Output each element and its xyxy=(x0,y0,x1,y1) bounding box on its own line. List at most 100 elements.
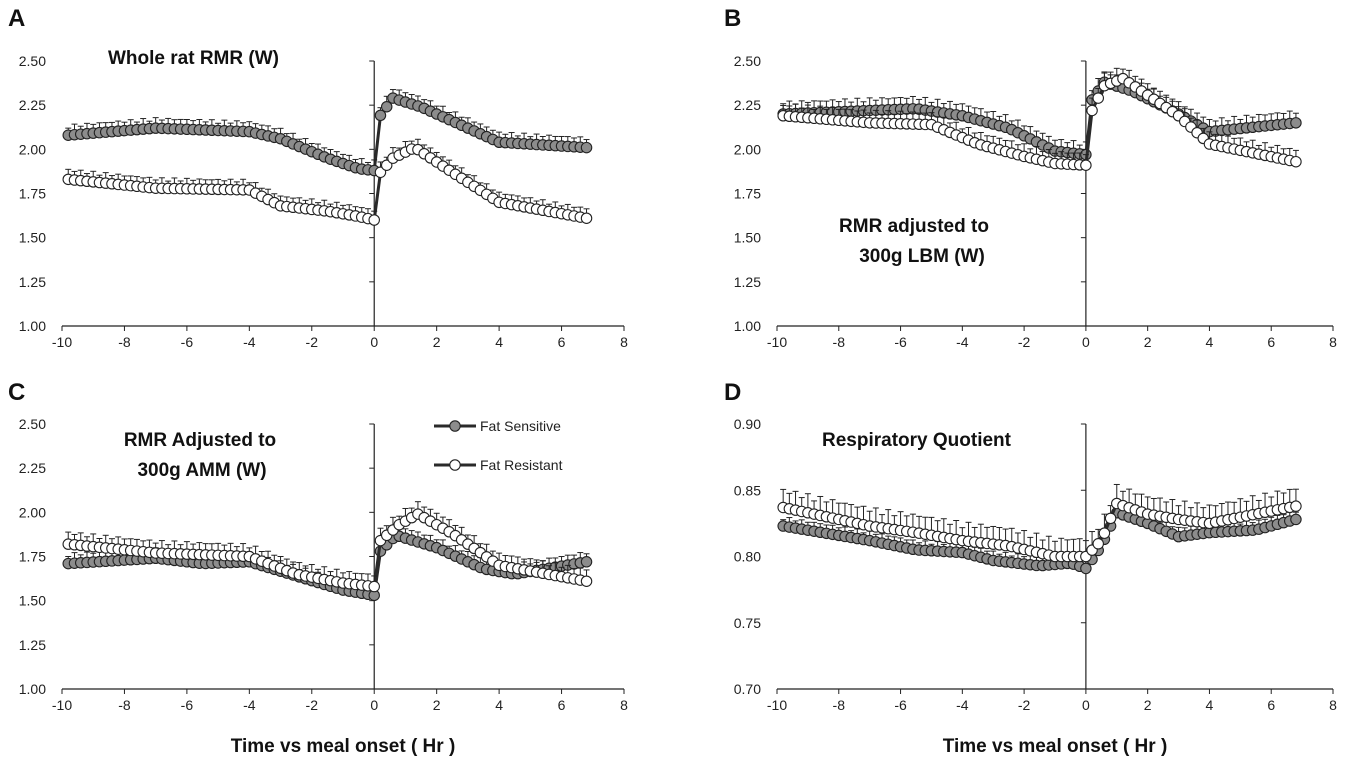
x-tick-label: 8 xyxy=(1329,697,1337,713)
y-tick-label: 1.00 xyxy=(734,318,761,334)
x-tick-label: 0 xyxy=(370,334,378,350)
x-tick-label: -4 xyxy=(243,697,256,713)
x-tick-label: 0 xyxy=(1082,334,1090,350)
y-tick-label: 1.25 xyxy=(19,274,46,290)
panel-letter: A xyxy=(8,5,25,32)
x-tick-label: -2 xyxy=(306,697,319,713)
y-tick-label: 2.25 xyxy=(19,460,46,476)
y-tick-label: 2.00 xyxy=(19,141,46,157)
x-tick-label: -6 xyxy=(894,334,907,350)
data-point xyxy=(1098,527,1111,539)
panel-letter: D xyxy=(724,379,741,406)
y-tick-label: 1.75 xyxy=(19,186,46,202)
chart-title: Whole rat RMR (W) xyxy=(108,48,279,69)
x-tick-label: 2 xyxy=(433,697,441,713)
chart-panel-c: C 1.00 1.25 1.50 1.75 2.00 2.25 2.50 -10 -8 -6 -4 -2… xyxy=(8,379,628,713)
data-point xyxy=(1290,500,1302,512)
chart-panel-a: A 1.00 1.25 1.50 1.75 2.00 2.25 2.50 -10 -8 -6 -4 -2… xyxy=(8,5,628,350)
y-tick-label: 0.80 xyxy=(734,549,761,565)
data-point xyxy=(1080,159,1092,171)
x-tick-label: -4 xyxy=(956,697,969,713)
data-point xyxy=(1290,513,1302,526)
data-point xyxy=(1104,512,1117,525)
series-fat-resistant xyxy=(777,483,1302,563)
y-tick-label: 1.50 xyxy=(19,593,46,609)
x-tick-label: 4 xyxy=(495,697,503,713)
y-tick-label: 1.00 xyxy=(19,318,46,334)
data-point xyxy=(580,141,593,154)
y-tick-label: 1.25 xyxy=(19,637,46,653)
x-tick-label: -8 xyxy=(833,697,846,713)
y-tick-label: 0.85 xyxy=(734,482,761,498)
y-tick-label: 1.00 xyxy=(19,681,46,697)
legend-label: Fat Sensitive xyxy=(480,418,561,434)
x-tick-label: 4 xyxy=(495,334,503,350)
x-tick-label: 6 xyxy=(1267,334,1275,350)
x-tick-label: -10 xyxy=(52,334,72,350)
x-tick-label: 8 xyxy=(1329,334,1337,350)
x-axis-label: Time vs meal onset ( Hr ) xyxy=(231,736,456,757)
y-tick-label: 1.75 xyxy=(734,186,761,202)
x-tick-label: -4 xyxy=(243,334,256,350)
x-tick-label: -6 xyxy=(894,697,907,713)
chart-title: 300g LBM (W) xyxy=(859,246,985,267)
legend-marker xyxy=(449,459,461,471)
y-tick-label: 0.70 xyxy=(734,681,761,697)
data-point xyxy=(374,166,387,179)
x-tick-label: -10 xyxy=(767,697,787,713)
data-point xyxy=(580,212,593,224)
series-fat-sensitive xyxy=(777,503,1302,575)
y-tick-label: 2.50 xyxy=(19,416,46,432)
chart-title: 300g AMM (W) xyxy=(137,460,266,481)
x-tick-label: 4 xyxy=(1206,334,1214,350)
data-point xyxy=(1290,117,1302,129)
x-tick-label: 8 xyxy=(620,334,628,350)
series-fat-resistant xyxy=(62,138,593,226)
data-point xyxy=(368,580,380,593)
x-tick-label: 8 xyxy=(620,697,628,713)
series-fat-sensitive xyxy=(62,89,593,177)
data-point xyxy=(374,109,387,122)
y-tick-label: 2.50 xyxy=(19,53,46,69)
y-tick-label: 1.75 xyxy=(19,549,46,565)
legend-marker xyxy=(449,420,461,432)
data-point xyxy=(368,214,380,226)
y-tick-label: 2.00 xyxy=(734,141,761,157)
y-tick-label: 0.90 xyxy=(734,416,761,432)
x-tick-label: -10 xyxy=(52,697,72,713)
x-tick-label: 0 xyxy=(1082,697,1090,713)
data-point xyxy=(1092,92,1104,104)
x-tick-label: -2 xyxy=(1018,697,1031,713)
chart-title: RMR Adjusted to xyxy=(124,430,276,451)
chart-title: Respiratory Quotient xyxy=(822,430,1012,451)
series-fat-resistant xyxy=(62,501,593,593)
x-tick-label: 2 xyxy=(1144,697,1152,713)
y-tick-label: 0.75 xyxy=(734,615,761,631)
data-point xyxy=(1086,104,1098,117)
x-tick-label: 6 xyxy=(558,697,566,713)
x-tick-label: 6 xyxy=(558,334,566,350)
data-point xyxy=(380,159,393,171)
data-point xyxy=(1290,155,1302,168)
x-tick-label: -8 xyxy=(118,334,131,350)
x-tick-label: -4 xyxy=(956,334,969,350)
x-tick-label: -2 xyxy=(306,334,319,350)
chart-panel-b: B 1.00 1.25 1.50 1.75 2.00 2.25 2.50 -10 -8 -6 -4 -2… xyxy=(724,5,1337,350)
x-tick-label: 4 xyxy=(1206,697,1214,713)
y-tick-label: 2.25 xyxy=(734,97,761,113)
chart-title: RMR adjusted to xyxy=(839,216,989,237)
y-tick-label: 1.50 xyxy=(19,230,46,246)
data-point xyxy=(580,556,593,568)
legend: Fat Sensitive Fat Resistant xyxy=(434,418,563,473)
y-tick-label: 1.25 xyxy=(734,274,761,290)
panel-letter: C xyxy=(8,379,25,406)
data-point xyxy=(580,575,593,587)
y-tick-label: 2.00 xyxy=(19,504,46,520)
x-tick-label: 2 xyxy=(433,334,441,350)
data-point xyxy=(1092,538,1104,550)
x-tick-label: 2 xyxy=(1144,334,1152,350)
x-tick-label: -6 xyxy=(181,697,194,713)
x-tick-label: 0 xyxy=(370,697,378,713)
y-tick-label: 1.50 xyxy=(734,230,761,246)
